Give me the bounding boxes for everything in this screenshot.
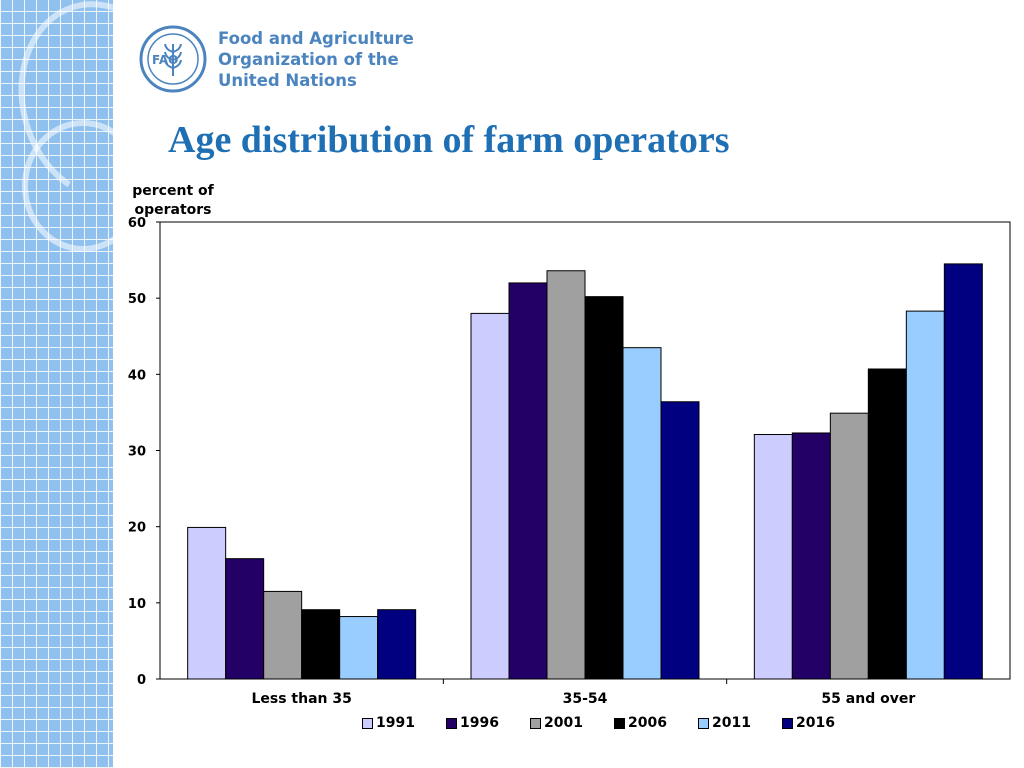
y-tick-label: 60: [128, 216, 146, 231]
x-category-label: Less than 35: [251, 691, 351, 707]
legend-label: 1996: [460, 715, 499, 731]
bar-2006: [867, 368, 907, 680]
y-axis-caption: percent of operators: [132, 183, 214, 218]
y-tick-label: 40: [128, 368, 146, 383]
org-name-line: United Nations: [218, 71, 357, 90]
legend-item: 1991: [362, 715, 446, 731]
bar-2001: [829, 412, 869, 680]
y-tick-label: 30: [128, 445, 146, 460]
decorative-swirl: [22, 120, 144, 252]
bar-1996: [225, 558, 265, 680]
decorative-side-band: [0, 0, 206, 768]
bar-2016: [943, 263, 983, 680]
legend-item: 2001: [530, 715, 614, 731]
legend-item: 2016: [782, 715, 866, 731]
legend-label: 2001: [544, 715, 583, 731]
x-category-label: 35-54: [563, 691, 608, 707]
y-tick-label: 0: [137, 673, 146, 688]
org-name-line: Food and Agriculture: [218, 29, 414, 48]
bar-2006: [301, 609, 341, 680]
bar-2011: [905, 310, 945, 680]
legend-label: 1991: [376, 715, 415, 731]
legend-swatch: [362, 717, 373, 729]
bar-2006: [584, 296, 624, 680]
legend-swatch: [782, 717, 793, 729]
bar-2011: [622, 347, 662, 680]
bar-2001: [263, 590, 303, 680]
fao-logo: FAO: [139, 25, 207, 93]
legend-swatch: [614, 717, 625, 729]
legend-label: 2006: [628, 715, 667, 731]
y-tick-label: 20: [128, 521, 146, 536]
x-category-label: 55 and over: [821, 691, 915, 707]
bar-1991: [187, 526, 227, 680]
legend-label: 2016: [796, 715, 835, 731]
bar-1996: [508, 282, 548, 680]
bar-1991: [470, 312, 510, 680]
org-name-line: Organization of the: [218, 50, 399, 69]
y-tick-label: 10: [128, 597, 146, 612]
legend-item: 2011: [698, 715, 782, 731]
legend-label: 2011: [712, 715, 751, 731]
legend-item: 1996: [446, 715, 530, 731]
bar-2016: [660, 401, 700, 680]
bar-1991: [753, 434, 793, 680]
legend-item: 2006: [614, 715, 698, 731]
chart-legend: 1991 1996 2001 2006 2011 2016: [362, 715, 866, 731]
y-tick-label: 50: [128, 292, 146, 307]
bar-2001: [546, 270, 586, 680]
bar-2011: [339, 616, 379, 680]
legend-swatch: [698, 717, 709, 729]
bar-2016: [377, 609, 417, 680]
legend-swatch: [446, 717, 457, 729]
organization-name: Food and Agriculture Organization of the…: [218, 28, 414, 91]
legend-swatch: [530, 717, 541, 729]
slide-title: Age distribution of farm operators: [168, 119, 730, 161]
bar-1996: [791, 432, 831, 680]
logo-letters: FAO: [152, 53, 178, 67]
